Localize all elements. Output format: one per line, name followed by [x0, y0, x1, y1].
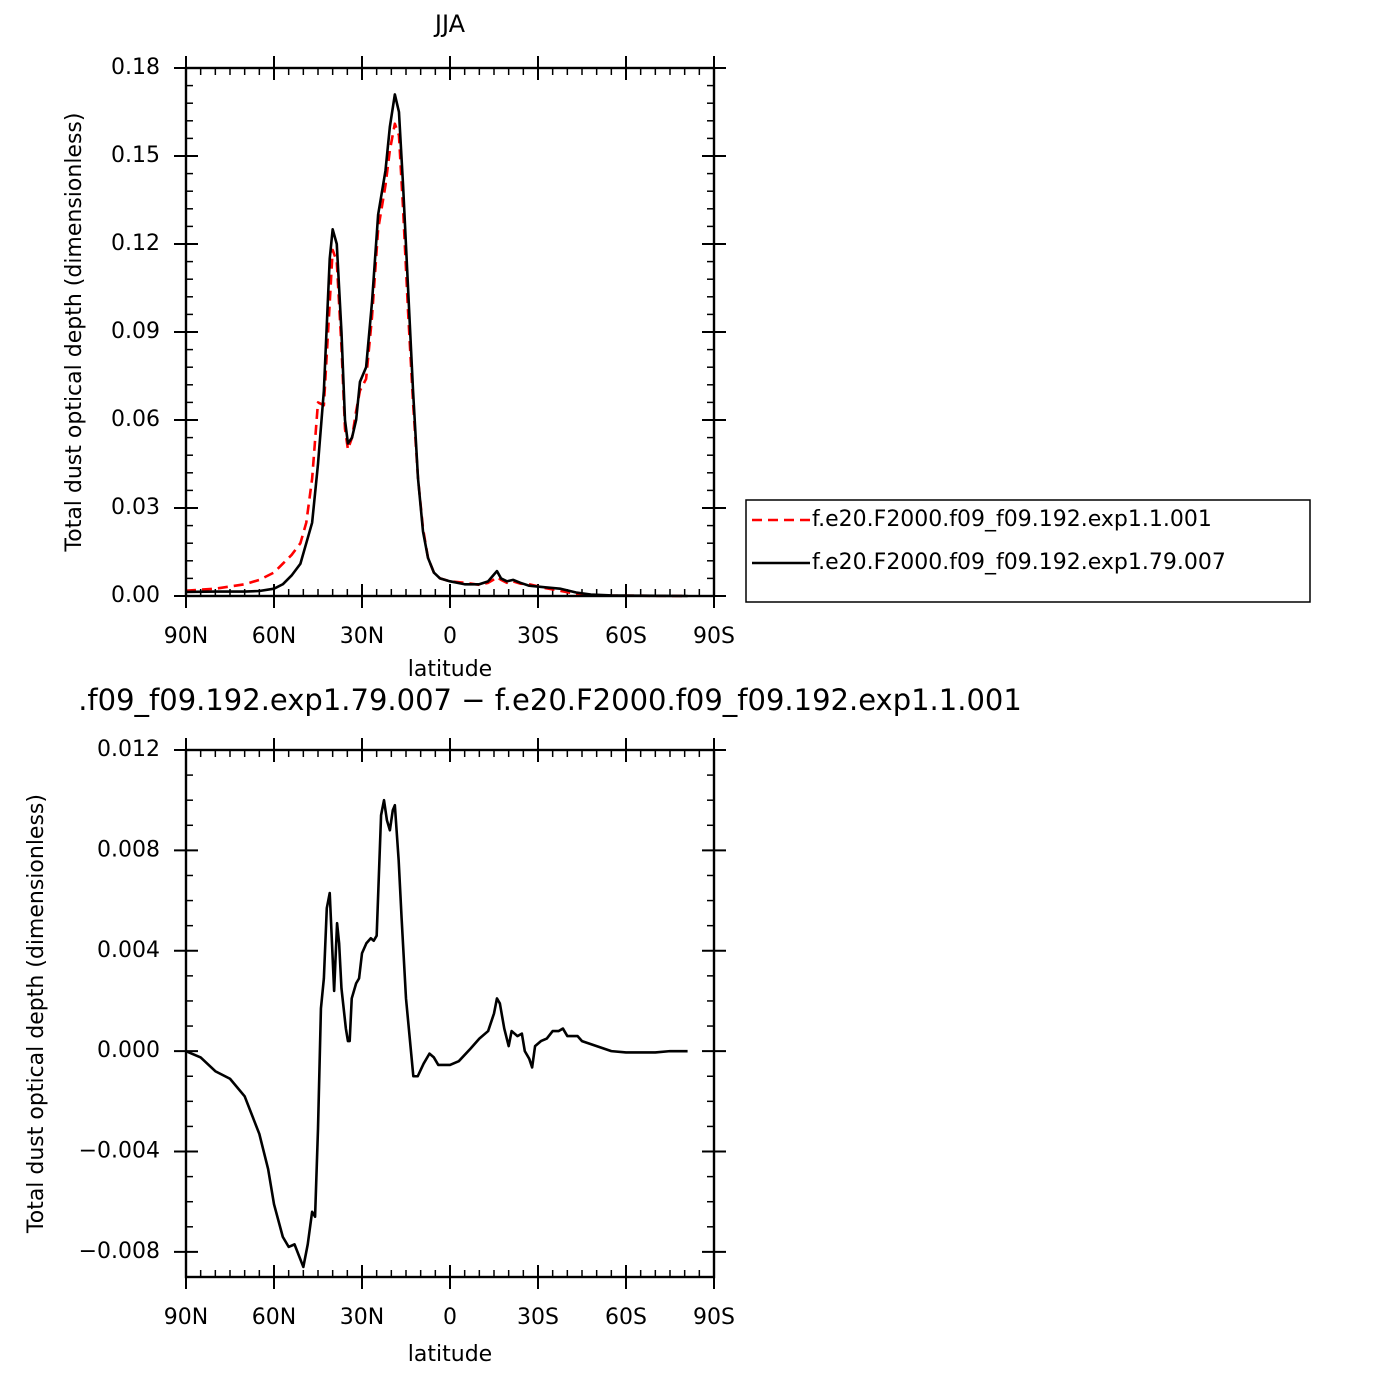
x-tick-label: 30S — [517, 1305, 559, 1330]
y-tick-label: 0.00 — [111, 583, 160, 608]
chart-title: JJA — [433, 10, 466, 38]
y-tick-label: 0.004 — [97, 938, 160, 963]
x-tick-label: 60N — [252, 624, 296, 649]
x-tick-label: 90S — [693, 1305, 735, 1330]
x-tick-label: 0 — [443, 1305, 457, 1330]
y-axis-label: Total dust optical depth (dimensionless) — [62, 113, 87, 553]
data-line — [185, 122, 688, 598]
y-tick-label: 0.12 — [111, 231, 160, 256]
x-tick-label: 60N — [252, 1305, 296, 1330]
y-tick-label: 0.000 — [97, 1038, 160, 1063]
y-tick-label: −0.004 — [79, 1139, 160, 1164]
x-tick-label: 30S — [517, 624, 559, 649]
y-tick-label: 0.012 — [97, 737, 160, 762]
x-tick-label: 30N — [340, 624, 384, 649]
x-axis-label: latitude — [408, 657, 492, 682]
plot-frame — [184, 748, 716, 1279]
x-tick-label: 0 — [443, 624, 457, 649]
y-tick-label: 0.06 — [111, 407, 160, 432]
x-tick-label: 60S — [605, 624, 647, 649]
x-axis-label: latitude — [408, 1342, 492, 1367]
legend-label: f.e20.F2000.f09_f09.192.exp1.1.001 — [812, 507, 1212, 532]
x-tick-label: 30N — [340, 1305, 384, 1330]
data-line — [185, 93, 688, 598]
y-tick-label: 0.03 — [111, 495, 160, 520]
y-tick-label: 0.09 — [111, 319, 160, 344]
y-axis-label: Total dust optical depth (dimensionless) — [24, 794, 49, 1234]
legend-label: f.e20.F2000.f09_f09.192.exp1.79.007 — [812, 550, 1226, 575]
legend-box — [745, 499, 1311, 603]
x-tick-label: 90N — [164, 1305, 208, 1330]
y-tick-label: 0.18 — [111, 55, 160, 80]
y-tick-label: 0.15 — [111, 143, 160, 168]
data-line — [185, 798, 688, 1269]
x-tick-label: 90N — [164, 624, 208, 649]
x-tick-label: 90S — [693, 624, 735, 649]
plot-frame — [184, 66, 716, 598]
y-tick-label: 0.008 — [97, 837, 160, 862]
chart-title: .f09_f09.192.exp1.79.007 − f.e20.F2000.f… — [78, 683, 1022, 717]
y-tick-label: −0.008 — [79, 1239, 160, 1264]
x-tick-label: 60S — [605, 1305, 647, 1330]
